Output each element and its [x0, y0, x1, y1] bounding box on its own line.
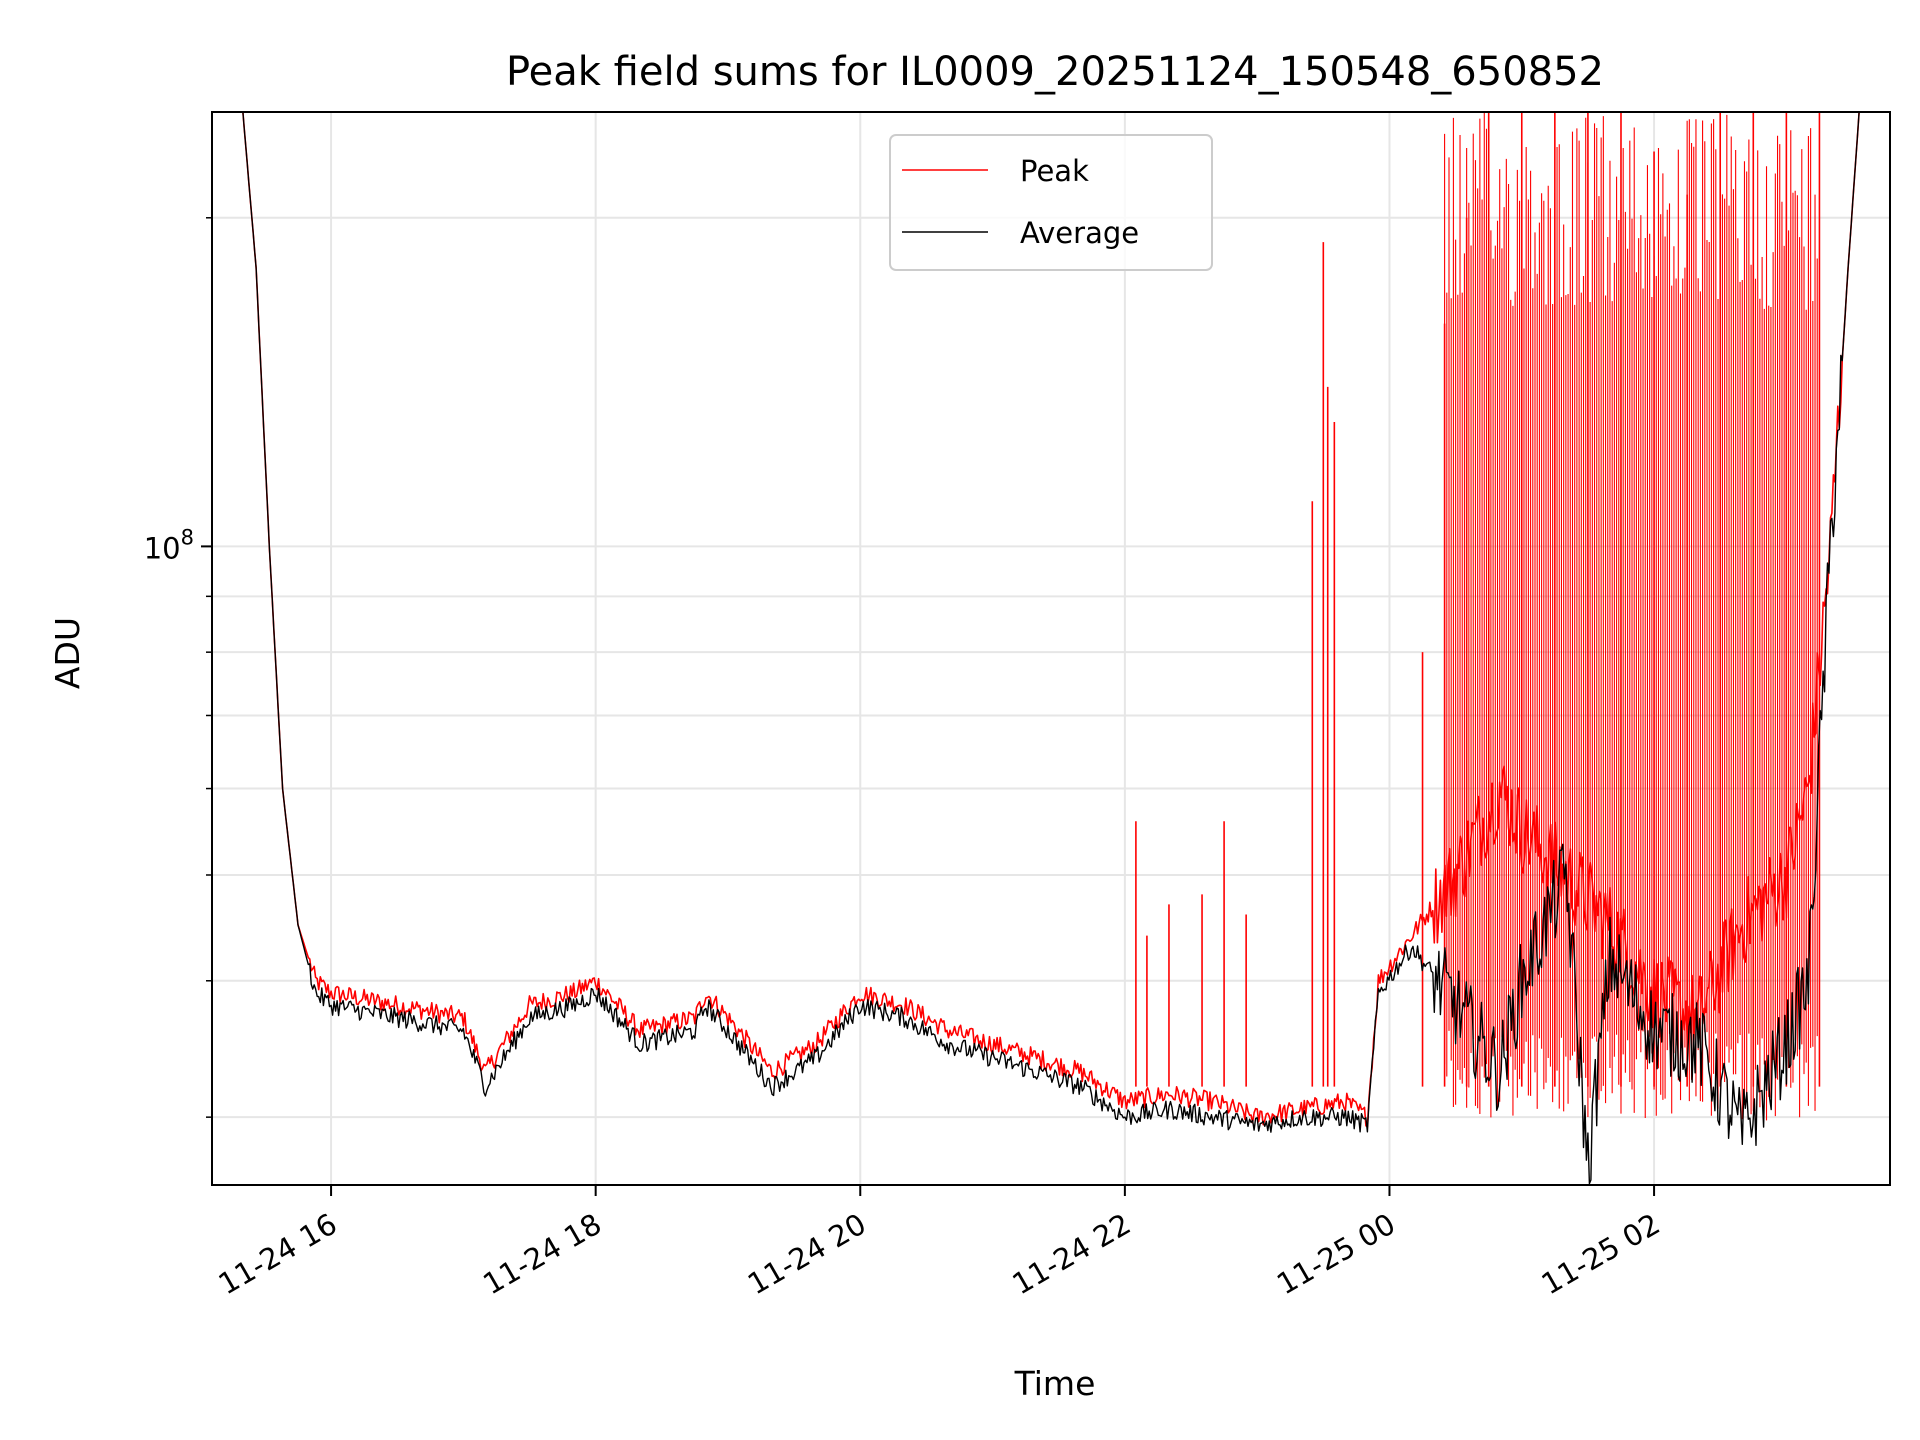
series-peak-line [212, 112, 1890, 1128]
legend-label-peak: Peak [1020, 154, 1089, 188]
y-tick-label: 108 [144, 525, 194, 565]
chart-title: Peak field sums for IL0009_20251124_1505… [506, 49, 1604, 95]
axes-frame [211, 111, 1891, 1186]
plot-area [212, 112, 1890, 1185]
y-axis: 108 [144, 217, 212, 1118]
series-layer [212, 112, 1890, 1185]
series-average-line [212, 112, 1890, 1185]
legend-label-average: Average [1020, 216, 1139, 250]
legend-box [889, 134, 1213, 271]
y-axis-label: ADU [48, 617, 87, 689]
legend: Peak Average [889, 134, 1213, 271]
x-axis-label: Time [1014, 1364, 1096, 1403]
